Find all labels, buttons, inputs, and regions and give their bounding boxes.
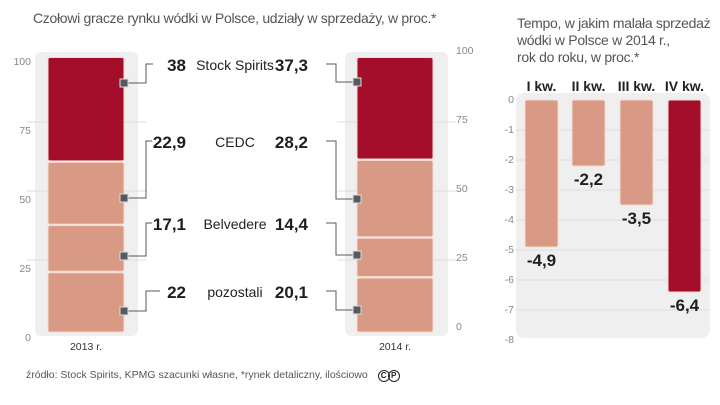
footer: źródło: Stock Spirits, KPMG szacunki wła… xyxy=(26,369,400,382)
y-tick-left: 25 xyxy=(19,263,31,275)
value-label-2013: 22,9 xyxy=(153,133,186,152)
quarter-value-label: -3,5 xyxy=(622,209,651,228)
y-tick-right: 0 xyxy=(456,321,462,333)
y-tick-quarter: -7 xyxy=(505,304,514,316)
y-tick-quarter: -6 xyxy=(505,274,514,286)
y-tick-right: 25 xyxy=(456,252,468,264)
connector-marker-2013 xyxy=(119,193,129,203)
y-tick-left: 0 xyxy=(25,332,31,344)
left-chart-title: Czołowi gracze rynku wódki w Polsce, udz… xyxy=(33,10,437,26)
quarter-bar xyxy=(619,99,654,206)
connector-line-2013 xyxy=(124,63,153,84)
quarter-bar xyxy=(524,99,559,248)
quarter-value-label: -4,9 xyxy=(527,251,556,270)
y-tick-quarter: -2 xyxy=(505,154,514,166)
y-tick-right: 100 xyxy=(456,45,474,57)
quarter-label: II kw. xyxy=(572,78,606,94)
quarter-bar xyxy=(667,99,702,293)
y-tick-right: 50 xyxy=(456,183,468,195)
connector-marker-2014 xyxy=(352,305,362,315)
value-label-2014: 28,2 xyxy=(275,133,308,152)
source-note: źródło: Stock Spirits, KPMG szacunki wła… xyxy=(26,369,368,381)
value-label-2013: 38 xyxy=(167,56,186,75)
press-logo-icon: P xyxy=(387,370,400,382)
series-name: Stock Spirits xyxy=(196,57,274,73)
bar-segment-cedc xyxy=(356,159,434,238)
bar-segment-belvedere xyxy=(47,225,125,272)
bar-segment-cedc xyxy=(47,161,125,225)
series-name: Belvedere xyxy=(203,216,266,232)
value-label-2014: 20,1 xyxy=(275,283,308,302)
connector-marker-2014 xyxy=(352,77,362,87)
y-tick-quarter: -5 xyxy=(505,244,514,256)
bar-segment-pozostali xyxy=(356,277,434,333)
connector-line-2014 xyxy=(326,140,357,200)
right-title-line-2: wódki w Polsce w 2014 r., xyxy=(517,32,670,48)
year-label: 2014 r. xyxy=(379,341,411,353)
y-tick-left: 50 xyxy=(19,194,31,206)
quarter-panel xyxy=(516,93,710,338)
quarter-label: III kw. xyxy=(618,78,656,94)
connector-marker-2014 xyxy=(352,250,362,260)
bar-segment-stock-spirits xyxy=(47,57,125,162)
y-tick-quarter: 0 xyxy=(508,94,514,106)
connector-marker-2013 xyxy=(119,78,129,88)
y-tick-quarter: -3 xyxy=(505,184,514,196)
bar-segment-belvedere xyxy=(356,237,434,278)
right-title-line-1: Tempo, w jakim malała sprzedaż xyxy=(517,15,711,31)
connector-line-2014 xyxy=(326,222,357,256)
series-name: CEDC xyxy=(215,134,255,150)
connector-line-2013 xyxy=(124,290,160,312)
right-title-line-3: rok do roku, w proc.* xyxy=(517,49,640,65)
y-tick-quarter: -1 xyxy=(505,124,514,136)
quarter-label: IV kw. xyxy=(665,78,704,94)
connector-marker-2013 xyxy=(119,251,129,261)
y-tick-left: 100 xyxy=(13,56,31,68)
y-tick-right: 75 xyxy=(456,114,468,126)
value-label-2014: 37,3 xyxy=(275,56,308,75)
y-tick-quarter: -8 xyxy=(505,334,514,346)
bar-segment-pozostali xyxy=(47,272,125,333)
connector-line-2014 xyxy=(326,63,357,83)
value-label-2013: 22 xyxy=(167,283,186,302)
connector-line-2014 xyxy=(326,290,357,311)
right-chart-title: Tempo, w jakim malała sprzedaż wódki w P… xyxy=(517,15,711,66)
y-tick-quarter: -4 xyxy=(505,214,514,226)
y-tick-left: 75 xyxy=(19,125,31,137)
quarter-value-label: -2,2 xyxy=(574,170,603,189)
quarter-value-label: -6,4 xyxy=(670,296,700,315)
value-label-2014: 14,4 xyxy=(275,215,309,234)
quarter-label: I kw. xyxy=(527,78,557,94)
connector-marker-2014 xyxy=(352,194,362,204)
connector-line-2013 xyxy=(124,140,152,199)
value-label-2013: 17,1 xyxy=(153,215,186,234)
quarter-bar xyxy=(571,99,606,167)
year-label: 2013 r. xyxy=(70,341,102,353)
connector-marker-2013 xyxy=(119,306,129,316)
series-name: pozostali xyxy=(207,284,262,300)
connector-line-2013 xyxy=(124,222,152,257)
bar-segment-stock-spirits xyxy=(356,57,434,160)
